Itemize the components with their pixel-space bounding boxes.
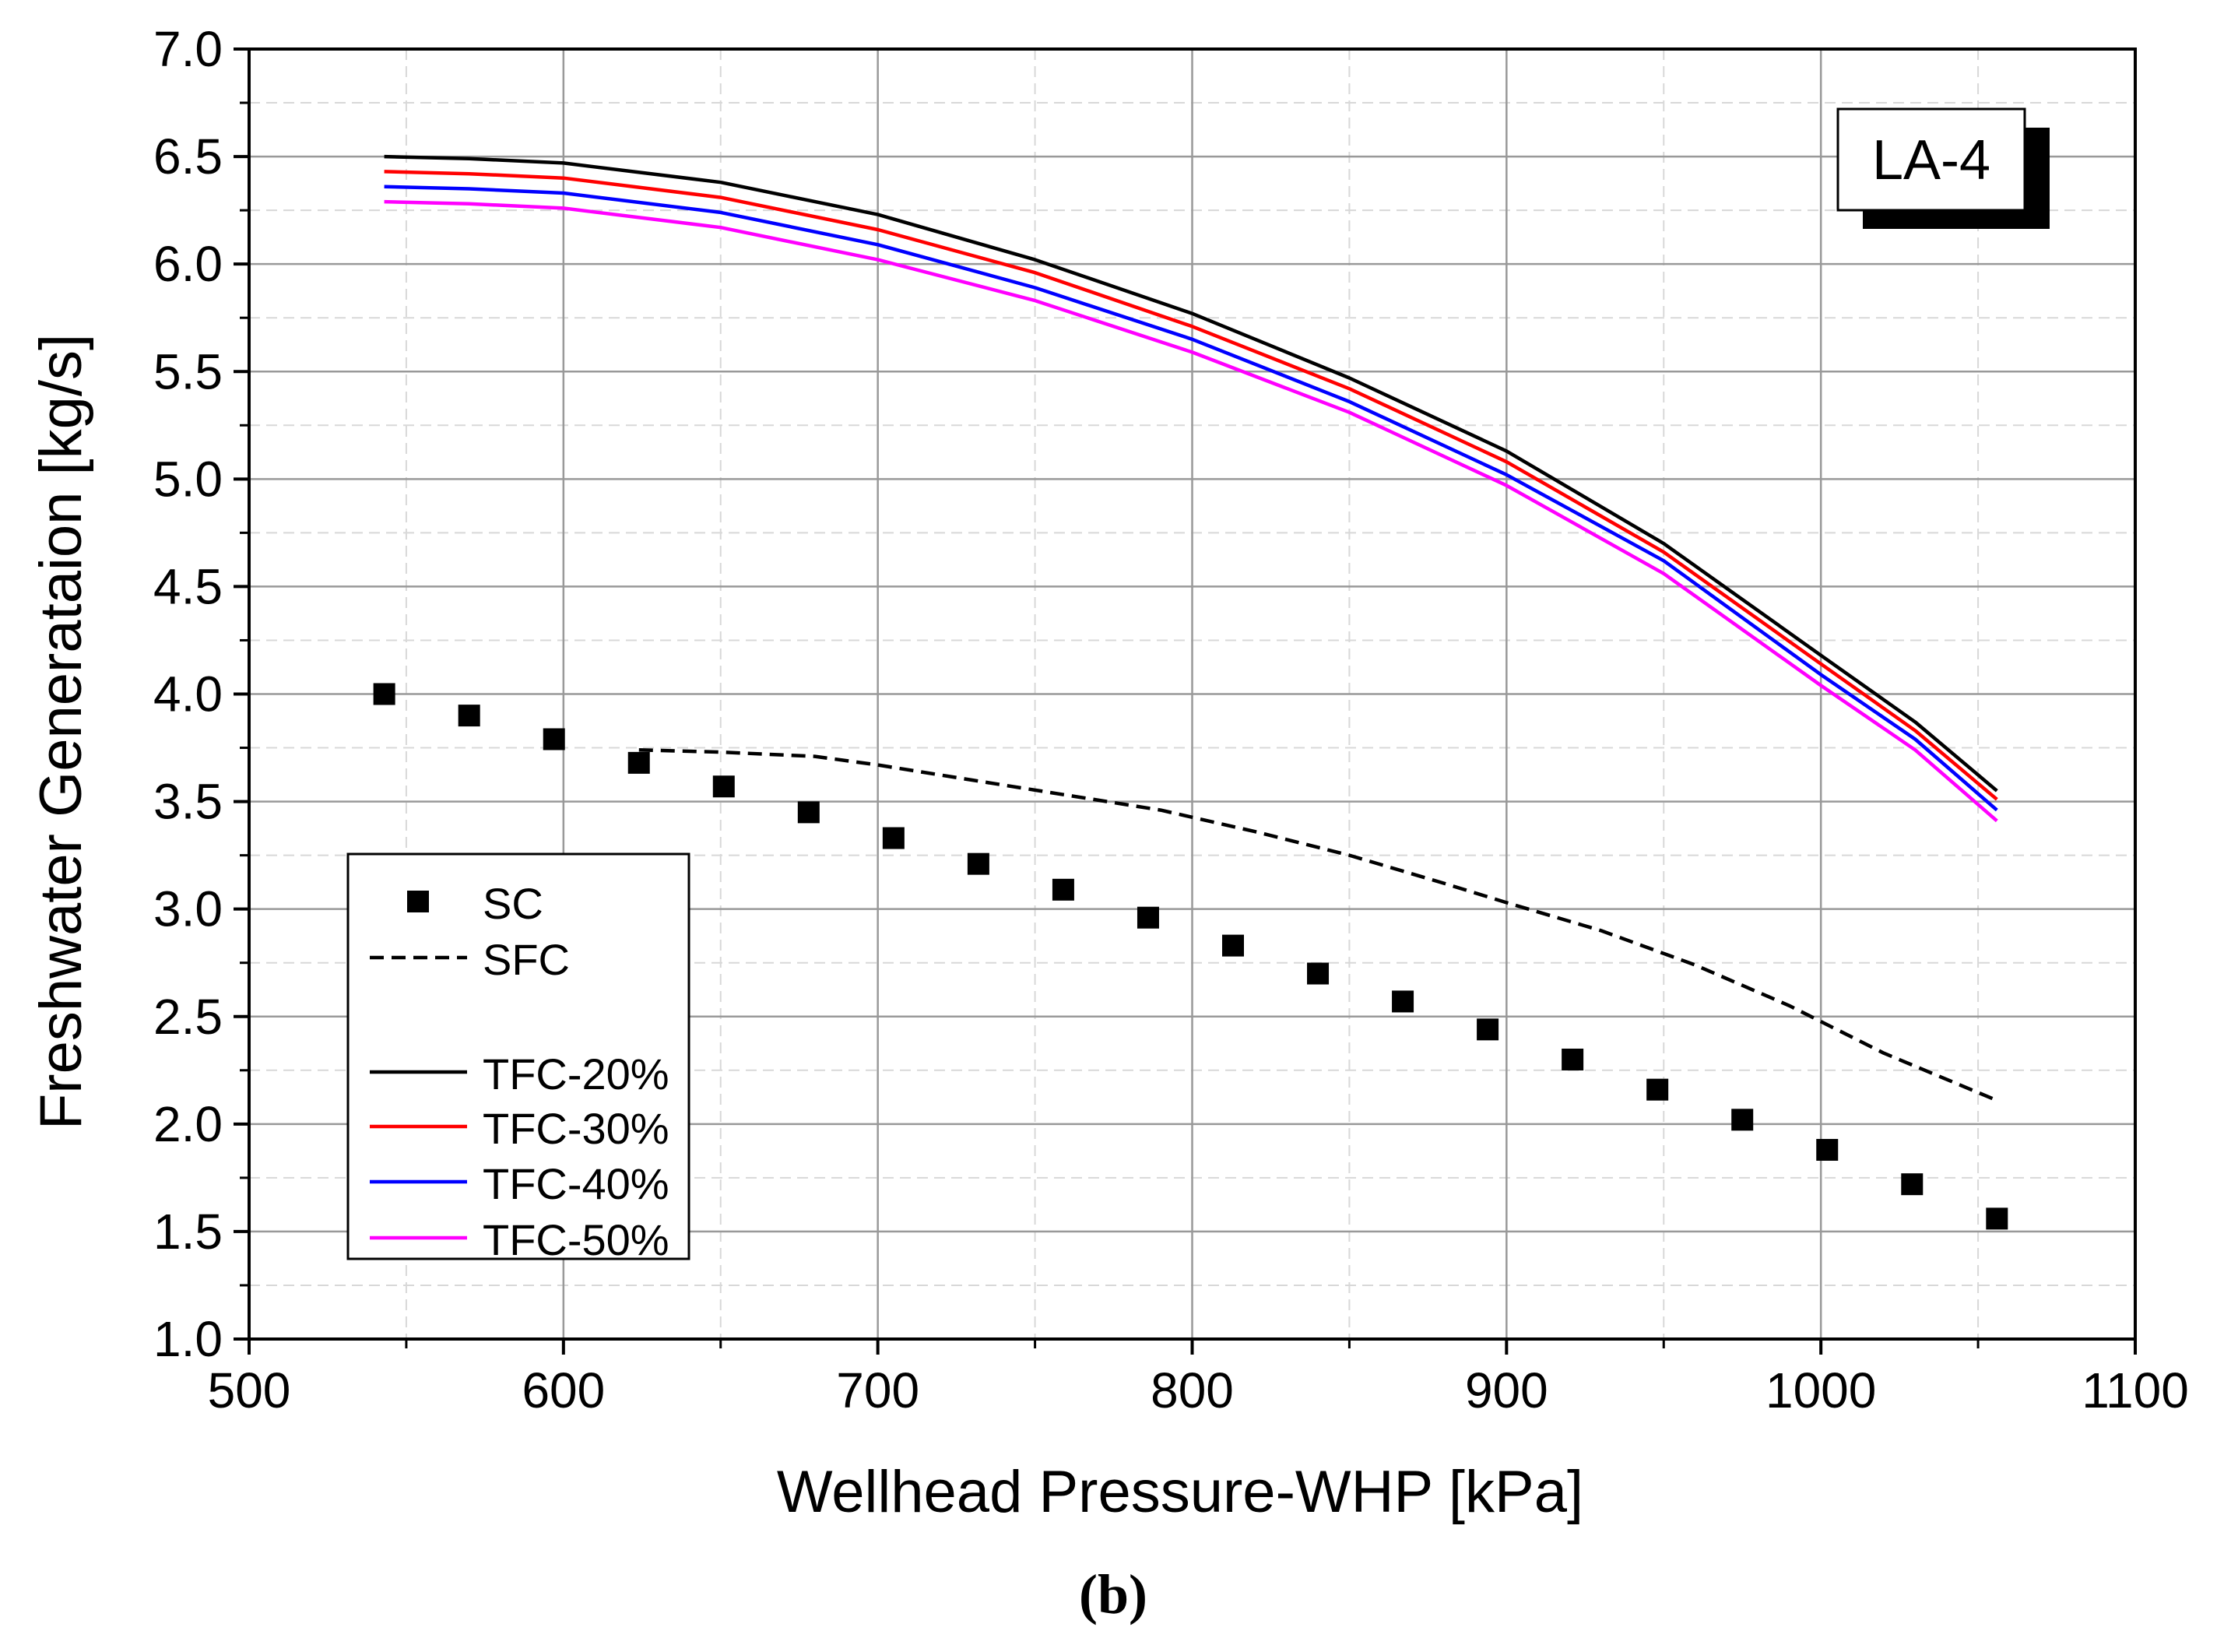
y-tick-label: 6.0 [153, 236, 223, 292]
panel-caption: (b) [1079, 1563, 1147, 1626]
sc-data-point [1901, 1173, 1924, 1196]
sc-data-point [1221, 934, 1244, 957]
legend-label: TFC-20% [483, 1049, 669, 1098]
series-sc [373, 683, 2008, 1230]
sc-data-point [373, 683, 395, 705]
annotation-box: LA-4 [1836, 107, 2050, 229]
major-gridlines [249, 49, 2135, 1339]
series-layer [373, 154, 2008, 1230]
x-axis-ticks: 500 600 700 800 900 1000 1100 [208, 1339, 2189, 1418]
y-tick-label: 1.0 [153, 1311, 223, 1367]
series-sfc-line [638, 748, 1998, 1102]
y-tick-label: 5.5 [153, 343, 223, 399]
y-tick-label: 2.0 [153, 1096, 223, 1152]
y-tick-label: 4.0 [153, 666, 223, 722]
sc-data-point [882, 827, 905, 849]
sc-data-point [1731, 1109, 1754, 1131]
legend-item-sfc: SFC [370, 935, 570, 984]
legend-marker [407, 891, 429, 912]
sc-data-point [1562, 1048, 1584, 1070]
sc-data-point [1392, 990, 1414, 1013]
y-axis-title: Freshwater Generataion [kg/s] [28, 334, 94, 1130]
x-tick-label: 1000 [1765, 1362, 1876, 1418]
legend-frame [346, 852, 690, 1260]
sc-data-point [1816, 1138, 1839, 1161]
x-tick-label: 800 [1151, 1362, 1234, 1418]
legend-item-tfc-30pct: TFC-30% [370, 1104, 669, 1153]
legend-label: SFC [483, 935, 570, 984]
legend-item-sc: SC [407, 879, 543, 928]
y-tick-label: 6.5 [153, 128, 223, 185]
sc-data-point [1986, 1207, 2008, 1230]
x-tick-label: 900 [1465, 1362, 1548, 1418]
y-axis-ticks: 1.0 1.5 2.0 2.5 3.0 3.5 4.0 4.5 5.0 5.5 6.0 6.5 7.0 [153, 21, 249, 1367]
x-tick-label: 500 [208, 1362, 291, 1418]
sc-data-point [1052, 878, 1074, 901]
sc-data-point [1137, 906, 1159, 929]
legend-label: TFC-40% [483, 1159, 669, 1208]
series-tfc-30pct-line [384, 170, 1998, 801]
legend: SC SFC TFC-20% TFC-30% TFC-40% TFC-50% [346, 852, 690, 1264]
sc-data-point [1646, 1078, 1669, 1101]
x-tick-label: 1100 [2082, 1362, 2189, 1418]
sc-data-point [797, 801, 820, 824]
sc-data-point [543, 728, 565, 750]
series-tfc-20pct-line [384, 154, 1998, 793]
legend-label: TFC-50% [483, 1215, 669, 1264]
x-axis-title: Wellhead Pressure-WHP [kPa] [777, 1459, 1583, 1525]
y-tick-label: 4.5 [153, 558, 223, 614]
legend-item-tfc-40pct: TFC-40% [370, 1159, 669, 1208]
legend-label: TFC-30% [483, 1104, 669, 1153]
sc-data-point [627, 751, 650, 774]
annotation-frame [1836, 107, 2026, 212]
sc-data-point [458, 705, 480, 727]
y-tick-label: 7.0 [153, 21, 223, 77]
legend-label: SC [483, 879, 543, 928]
y-tick-label: 3.0 [153, 881, 223, 937]
sc-data-point [967, 852, 989, 875]
legend-item-tfc-20pct: TFC-20% [370, 1049, 669, 1098]
x-tick-label: 600 [522, 1362, 605, 1418]
y-tick-label: 5.0 [153, 451, 223, 507]
series-tfc-50pct-line [384, 199, 1998, 823]
annotation-label: LA-4 [1872, 129, 1990, 192]
legend-item-tfc-50pct: TFC-50% [370, 1215, 669, 1264]
y-tick-label: 1.5 [153, 1204, 223, 1260]
sc-data-point [712, 775, 735, 798]
y-tick-label: 2.5 [153, 989, 223, 1045]
sc-data-point [1477, 1018, 1499, 1041]
y-tick-label: 3.5 [153, 774, 223, 830]
series-tfc-40pct-line [384, 185, 1998, 812]
x-tick-label: 700 [836, 1362, 919, 1418]
sc-data-point [1307, 962, 1330, 985]
